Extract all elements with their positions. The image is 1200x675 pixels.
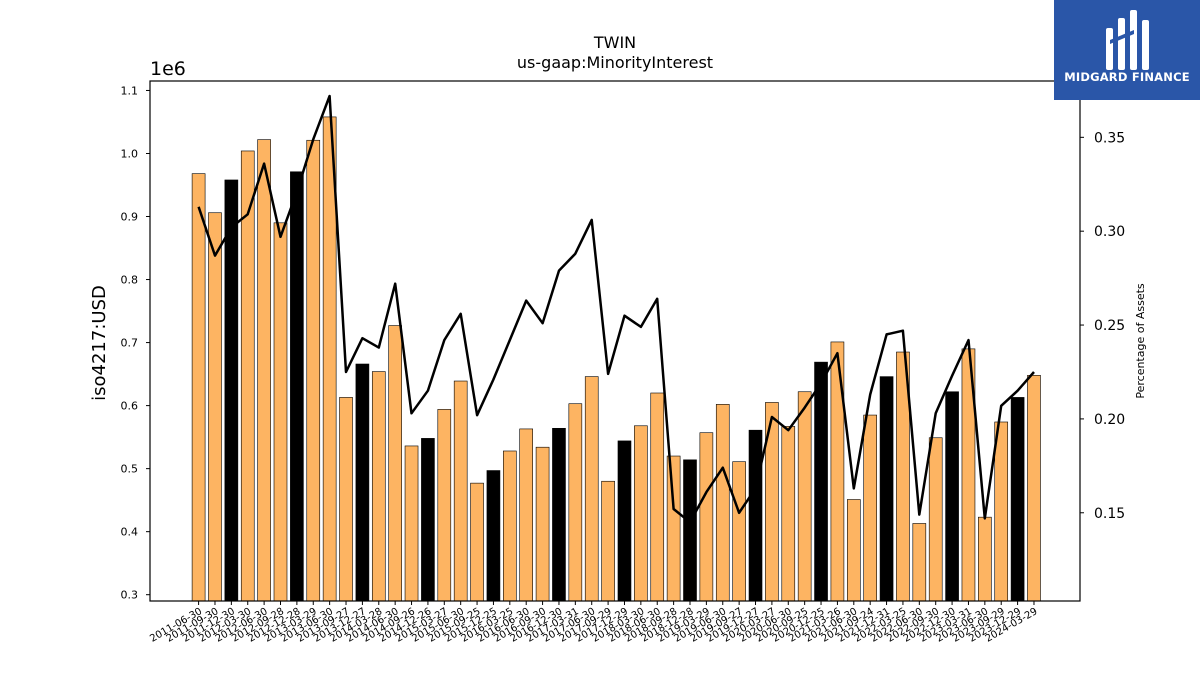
bar <box>208 212 222 602</box>
bar <box>617 440 632 602</box>
bar <box>715 404 730 602</box>
bar <box>945 391 959 602</box>
bar <box>224 179 239 602</box>
bar <box>552 427 566 602</box>
bar <box>650 392 665 602</box>
logo-text: MIDGARD FINANCE <box>1064 70 1190 84</box>
bar <box>470 482 484 602</box>
y-tick-label: 1.1 <box>121 84 139 97</box>
chart-title: TWIN <box>593 33 636 52</box>
bar <box>339 397 353 602</box>
bar <box>928 437 943 602</box>
bar <box>683 459 697 602</box>
bar <box>797 391 812 602</box>
logo-mark-icon <box>1106 10 1149 70</box>
y-tick-label: 0.5 <box>121 463 139 476</box>
bar <box>306 139 321 602</box>
bar <box>584 376 599 602</box>
bar <box>1010 397 1025 602</box>
y2-tick-label: 0.25 <box>1094 318 1125 334</box>
chart-subtitle: us-gaap:MinorityInterest <box>517 53 713 72</box>
y-tick-label: 0.9 <box>121 211 139 224</box>
y2-tick-label: 0.20 <box>1094 412 1125 428</box>
bar <box>748 429 763 602</box>
y-tick-label: 0.6 <box>121 400 139 413</box>
bar <box>978 516 992 602</box>
y-tick-label: 0.3 <box>121 589 139 602</box>
bar <box>404 445 419 602</box>
bar <box>486 470 501 602</box>
bar <box>355 363 370 602</box>
bar <box>879 376 894 602</box>
series-line <box>197 94 1035 524</box>
bar <box>191 173 206 602</box>
y2-tick-label: 0.30 <box>1094 224 1125 240</box>
bar <box>732 461 746 602</box>
bar <box>257 139 271 602</box>
brand-logo: MIDGARD FINANCE <box>1054 0 1200 100</box>
bar <box>568 403 583 602</box>
y2-tick-label: 0.15 <box>1094 506 1125 522</box>
bar <box>371 371 386 602</box>
bar <box>814 361 828 602</box>
bar <box>535 446 550 602</box>
y2-axis-label: Percentage of Assets <box>1134 283 1147 399</box>
y-tick-label: 0.7 <box>121 337 139 350</box>
bar <box>437 409 452 602</box>
bar <box>519 428 534 602</box>
y-scale-label: 1e6 <box>150 58 186 80</box>
bar <box>699 432 714 602</box>
bar <box>846 499 861 602</box>
plot-frame <box>149 80 1081 602</box>
bar <box>634 425 648 602</box>
bar <box>601 480 615 602</box>
bar <box>421 438 435 602</box>
y-tick-label: 1.0 <box>121 147 139 160</box>
bar <box>994 421 1009 602</box>
bar <box>1027 375 1041 602</box>
bar <box>388 325 402 602</box>
bar <box>666 455 681 602</box>
y-axis-label: iso4217:USD <box>89 285 110 401</box>
bar <box>290 171 304 602</box>
y2-tick-label: 0.35 <box>1094 130 1125 146</box>
y-tick-label: 0.4 <box>121 526 139 539</box>
bar <box>503 450 517 602</box>
bar <box>453 380 468 602</box>
y-tick-label: 0.8 <box>121 274 139 287</box>
bar <box>781 426 796 602</box>
bar <box>912 523 927 602</box>
bar <box>273 222 288 602</box>
bar <box>863 414 877 602</box>
